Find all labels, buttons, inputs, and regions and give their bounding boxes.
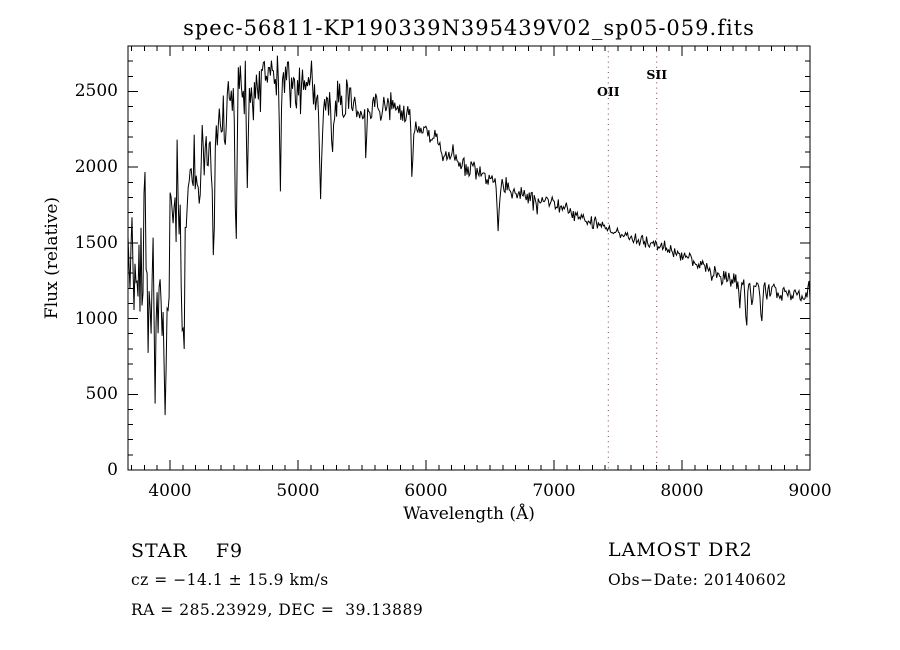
plot-frame (127, 45, 811, 471)
x-tick-label: 6000 (404, 481, 448, 501)
axis-ticks (128, 45, 811, 471)
y-tick-label: 2000 (74, 157, 118, 178)
y-tick-label: 1000 (74, 308, 118, 329)
cz-value: cz = −14.1 ± 15.9 km/s (131, 571, 329, 589)
plot-title: spec-56811-KP190339N395439V02_sp05-059.f… (183, 16, 755, 40)
obs-date-value: Obs−Date: 20140602 (608, 571, 787, 589)
x-tick-label: 9000 (788, 481, 832, 501)
ra-dec-value: RA = 285.23929, DEC = 39.13889 (131, 601, 424, 619)
sii-label: SII (646, 67, 668, 82)
x-tick-label: 5000 (276, 481, 320, 501)
x-tick-label: 8000 (660, 481, 704, 501)
flux-spectrum (127, 55, 811, 416)
y-tick-label: 1500 (74, 232, 118, 253)
object-class-label: STAR F9 (131, 540, 244, 562)
y-axis-label: Flux (relative) (42, 196, 62, 320)
x-axis-label: Wavelength (Å) (403, 504, 535, 524)
y-tick-label: 0 (107, 460, 118, 480)
oii-label: OII (597, 84, 620, 99)
y-tick-label: 500 (85, 384, 118, 405)
survey-label: LAMOST DR2 (608, 539, 753, 561)
x-tick-label: 4000 (148, 481, 192, 501)
x-tick-label: 7000 (532, 481, 576, 501)
y-tick-label: 2500 (74, 81, 118, 102)
